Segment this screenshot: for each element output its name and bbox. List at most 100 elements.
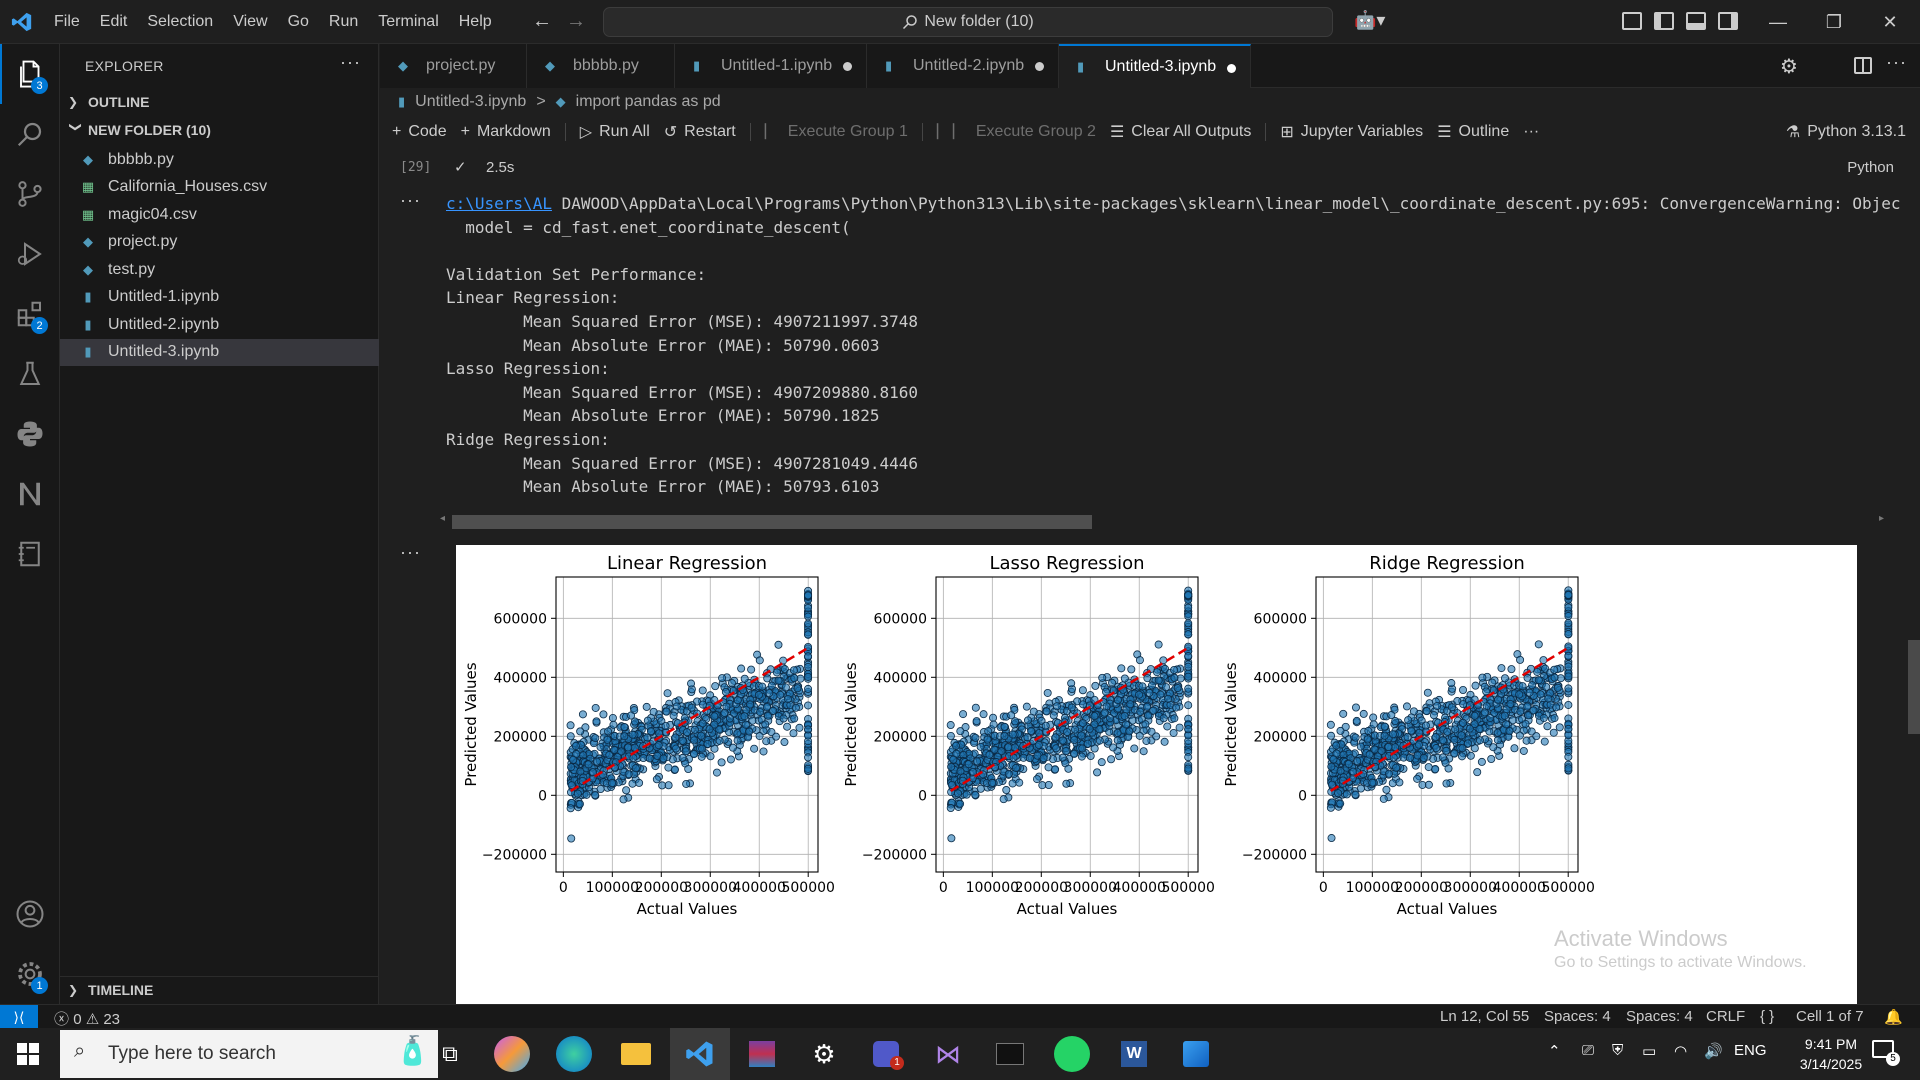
teams-icon[interactable]: 1 (868, 1036, 904, 1072)
edge-browser-icon[interactable] (556, 1036, 592, 1072)
jupyter-variables-button[interactable]: ⊞ Jupyter Variables (1280, 122, 1423, 142)
menu-go[interactable]: Go (287, 12, 309, 30)
settings-gear-icon[interactable]: ⚙ (1780, 56, 1798, 78)
file-item[interactable]: ▦ magic04.csv (60, 201, 379, 228)
toolbar-more-button[interactable]: ··· (1523, 123, 1539, 141)
notion-n-icon[interactable] (0, 464, 60, 524)
indentation-1[interactable]: Spaces: 4 (1544, 1008, 1611, 1025)
breadcrumb-cell[interactable]: import pandas as pd (575, 93, 721, 110)
menu-run[interactable]: Run (328, 12, 359, 30)
task-view-icon[interactable]: ⧉ (442, 1041, 458, 1066)
file-item[interactable]: ◆ bbbbb.py (60, 146, 379, 173)
security-icon[interactable]: ⛨ (1612, 1042, 1624, 1059)
manage-gear-icon[interactable]: 1 (0, 944, 60, 1004)
forward-arrow-icon[interactable]: → (566, 10, 586, 32)
add-code-button[interactable]: + Code (392, 123, 447, 141)
show-hidden-icons-icon[interactable]: ⌃ (1548, 1043, 1561, 1060)
scroll-right-icon[interactable]: ▸ (1878, 513, 1884, 524)
toggle-primary-sidebar-icon[interactable] (1654, 12, 1674, 30)
restart-button[interactable]: ↺ Restart (664, 122, 736, 142)
extensions-icon[interactable]: 2 (0, 284, 60, 344)
outline-section[interactable]: ❯ OUTLINE (60, 89, 379, 115)
customize-layout-icon[interactable] (1622, 12, 1642, 30)
unsaved-dot-icon[interactable] (1035, 62, 1044, 71)
breadcrumb-file[interactable]: Untitled-3.ipynb (415, 93, 527, 110)
vscode-logo-icon[interactable] (0, 0, 44, 44)
timeline-section[interactable]: ❯ TIMELINE (60, 976, 379, 1002)
bell-icon[interactable]: 🔔 (1884, 1009, 1903, 1026)
output-more-icon[interactable]: ··· (400, 542, 421, 562)
cell-language[interactable]: Python (1847, 158, 1894, 176)
menu-terminal[interactable]: Terminal (378, 12, 439, 30)
wifi-icon[interactable]: ◠ (1674, 1043, 1688, 1060)
vscode-taskbar-icon[interactable] (682, 1036, 718, 1072)
file-item[interactable]: ◆ project.py (60, 229, 379, 256)
taskbar-search-box[interactable]: ⌕ Type here to search 🧴 (60, 1030, 438, 1078)
file-explorer-icon[interactable] (618, 1036, 654, 1072)
cursor-position[interactable]: Ln 12, Col 55 (1440, 1008, 1530, 1025)
unsaved-dot-icon[interactable] (843, 62, 852, 71)
input-language[interactable]: ENG (1734, 1042, 1767, 1059)
end-of-line[interactable]: CRLF (1706, 1008, 1746, 1025)
file-item[interactable]: ▮ Untitled-1.ipynb (60, 284, 379, 311)
unsaved-dot-icon[interactable] (1227, 64, 1236, 73)
volume-icon[interactable]: 🔊 (1704, 1043, 1723, 1060)
tab-untitled-3[interactable]: ▮ Untitled-3.ipynb (1059, 44, 1251, 88)
restore-icon[interactable]: ❐ (1825, 11, 1843, 32)
windows-start-icon[interactable] (0, 1028, 56, 1080)
menu-file[interactable]: File (54, 12, 80, 30)
warning-file-link[interactable]: c:\Users\AL (446, 194, 552, 213)
menu-edit[interactable]: Edit (99, 12, 128, 30)
horizontal-scrollbar[interactable]: ◂ ▸ (440, 513, 1884, 529)
execute-group-1-button[interactable]: ⎸ Execute Group 1 (765, 123, 908, 141)
execute-group-2-button[interactable]: ⎸⎸ Execute Group 2 (937, 123, 1096, 141)
outline-button[interactable]: ☰ Outline (1437, 122, 1509, 142)
language-braces-icon[interactable]: { } (1760, 1008, 1775, 1025)
visual-studio-icon[interactable]: ⋈ (935, 1038, 961, 1069)
word-icon[interactable]: W (1116, 1036, 1152, 1072)
battery-icon[interactable]: ▭ (1642, 1043, 1657, 1060)
file-item[interactable]: ◆ test.py (60, 256, 379, 283)
network-device-icon[interactable]: ⎚ (1582, 1042, 1595, 1059)
explorer-icon[interactable]: 3 (0, 44, 60, 104)
python-icon[interactable] (0, 404, 60, 464)
file-item[interactable]: ▮ Untitled-3.ipynb (60, 338, 379, 366)
toggle-secondary-sidebar-icon[interactable] (1718, 12, 1738, 30)
whatsapp-icon[interactable] (1054, 1036, 1090, 1072)
terminal-icon[interactable] (992, 1036, 1028, 1072)
cell-info[interactable]: Cell 1 of 7 (1796, 1008, 1864, 1025)
problems-indicator[interactable]: ⓧ 0 ⚠ 23 (54, 1008, 120, 1029)
add-markdown-button[interactable]: + Markdown (461, 123, 551, 141)
tab-project-py[interactable]: ◆ project.py (380, 44, 527, 88)
tab-bbbbb-py[interactable]: ◆ bbbbb.py (527, 44, 675, 88)
copilot-icon[interactable]: 🤖▾ (1354, 10, 1386, 30)
search-icon[interactable] (0, 104, 60, 164)
remote-indicator-icon[interactable]: ⟩⟨ (0, 1005, 38, 1029)
taskbar-clock[interactable]: 9:41 PM 3/14/2025 (1786, 1034, 1876, 1074)
testing-flask-icon[interactable] (0, 344, 60, 404)
run-all-button[interactable]: ▷ Run All (580, 122, 650, 142)
more-actions-icon[interactable]: ··· (1886, 52, 1907, 72)
settings-app-icon[interactable]: ⚙ (812, 1038, 836, 1069)
split-editor-icon[interactable] (1854, 57, 1872, 74)
menu-view[interactable]: View (233, 12, 268, 30)
toggle-panel-icon[interactable] (1686, 12, 1706, 30)
horizontal-scrollbar-thumb[interactable] (452, 515, 1092, 529)
menu-selection[interactable]: Selection (147, 12, 214, 30)
notification-center-icon[interactable]: 5 (1872, 1040, 1900, 1066)
close-icon[interactable]: ✕ (1882, 11, 1898, 32)
photos-icon[interactable] (1178, 1036, 1214, 1072)
scroll-left-icon[interactable]: ◂ (440, 513, 446, 524)
folder-section[interactable]: ❯ NEW FOLDER (10) (60, 117, 379, 143)
menu-help[interactable]: Help (458, 12, 492, 30)
tab-untitled-2[interactable]: ▮ Untitled-2.ipynb (867, 44, 1059, 88)
source-control-icon[interactable] (0, 164, 60, 224)
kernel-picker[interactable]: ⚗ Python 3.13.1 (1786, 122, 1906, 142)
back-arrow-icon[interactable]: ← (532, 10, 552, 32)
copilot-app-icon[interactable] (494, 1036, 530, 1072)
explorer-more-icon[interactable]: ··· (340, 52, 361, 72)
minimize-icon[interactable]: — (1769, 11, 1787, 32)
indentation-2[interactable]: Spaces: 4 (1626, 1008, 1693, 1025)
accounts-icon[interactable] (0, 884, 60, 944)
output-more-icon[interactable]: ··· (400, 190, 421, 210)
